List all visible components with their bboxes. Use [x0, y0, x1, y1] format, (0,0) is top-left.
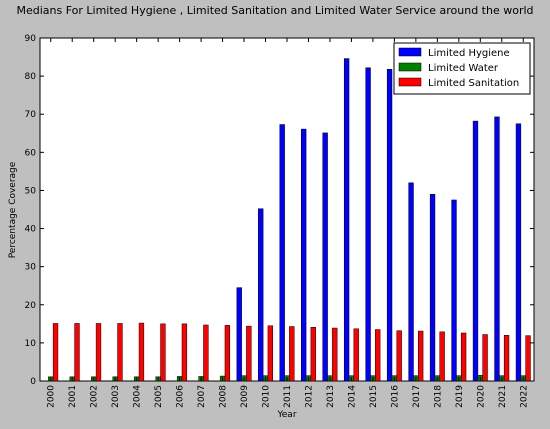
- x-tick-label: 2020: [476, 385, 486, 408]
- x-tick-label: 2016: [390, 385, 400, 408]
- x-tick-label: 2003: [111, 385, 121, 408]
- y-tick-label: 70: [25, 110, 37, 120]
- bar: [181, 323, 188, 382]
- bar: [451, 199, 457, 382]
- y-tick-label: 60: [25, 148, 37, 158]
- bar: [332, 327, 338, 382]
- y-tick-label: 40: [25, 225, 37, 235]
- y-tick-label: 20: [25, 301, 37, 311]
- x-tick-label: 2000: [47, 385, 57, 408]
- bar: [289, 326, 295, 382]
- bar: [494, 116, 500, 382]
- x-tick-label: 2015: [369, 385, 379, 408]
- bar: [503, 335, 510, 382]
- bar: [203, 324, 209, 382]
- y-axis-label: Percentage Coverage: [8, 161, 18, 258]
- y-tick-label: 0: [30, 377, 36, 387]
- x-axis: 2000 2001 2002 2003 2004 2005 2006 2007 2008 2009…: [47, 38, 529, 408]
- chart-title: Medians For Limited Hygiene , Limited Sa…: [16, 4, 533, 17]
- x-tick-label: 2018: [433, 385, 443, 408]
- bar: [138, 322, 145, 382]
- x-tick-label: 2005: [154, 385, 164, 408]
- bar: [52, 323, 59, 382]
- bar: [95, 323, 102, 382]
- x-tick-label: 2009: [240, 385, 250, 408]
- legend-swatch: [398, 47, 422, 57]
- x-axis-label: Year: [276, 410, 296, 420]
- bar: [279, 124, 285, 382]
- bar: [408, 182, 414, 382]
- bar: [343, 58, 350, 382]
- bar: [224, 325, 231, 382]
- y-tick-label: 90: [25, 34, 37, 44]
- bar: [353, 328, 359, 382]
- bar: [375, 329, 381, 382]
- y-tick-label: 80: [25, 72, 37, 82]
- x-tick-label: 2001: [68, 385, 78, 408]
- legend-label: Limited Sanitation: [428, 78, 519, 89]
- bar: [386, 69, 393, 382]
- y-tick-label: 10: [25, 339, 37, 349]
- bar: [236, 287, 242, 382]
- x-tick-label: 2011: [283, 385, 293, 408]
- x-tick-label: 2013: [326, 385, 336, 408]
- bar: [365, 67, 371, 382]
- x-tick-label: 2004: [133, 385, 143, 408]
- y-tick-label: 50: [25, 186, 37, 196]
- bar: [117, 323, 123, 382]
- legend-label: Limited Water: [428, 63, 499, 74]
- bar: [396, 330, 402, 382]
- legend-swatch: [398, 62, 422, 72]
- bar: [301, 128, 307, 382]
- bar: [160, 323, 166, 382]
- bar: [258, 208, 264, 382]
- bar: [439, 331, 445, 382]
- x-tick-label: 2007: [197, 385, 207, 408]
- x-tick-label: 2010: [262, 385, 272, 408]
- bar: [322, 132, 328, 382]
- x-tick-label: 2022: [519, 385, 529, 408]
- y-tick-label: 30: [25, 263, 37, 273]
- bar: [460, 332, 467, 382]
- x-tick-label: 2021: [498, 385, 508, 408]
- bar: [418, 330, 424, 382]
- legend: Limited Hygiene Limited Water Limited Sani…: [393, 42, 531, 95]
- legend-swatch: [398, 77, 422, 87]
- legend-label: Limited Hygiene: [428, 48, 510, 59]
- bar: [429, 194, 436, 382]
- bar: [525, 335, 531, 382]
- x-tick-label: 2002: [90, 385, 100, 408]
- x-tick-label: 2012: [304, 385, 314, 408]
- bar: [515, 123, 522, 382]
- x-tick-label: 2006: [176, 385, 186, 408]
- x-tick-label: 2017: [412, 385, 422, 408]
- bar: [74, 323, 80, 382]
- bar: [482, 334, 488, 382]
- bar: [267, 325, 273, 382]
- bars-layer: [48, 58, 531, 382]
- x-tick-label: 2014: [347, 385, 357, 408]
- y-axis: 0 10 20 30 40 50 60 70 80 90: [25, 34, 534, 387]
- bar: [310, 327, 316, 382]
- bar: [472, 120, 479, 382]
- x-tick-label: 2019: [455, 385, 465, 408]
- x-tick-label: 2008: [219, 385, 229, 408]
- bar: [246, 325, 252, 382]
